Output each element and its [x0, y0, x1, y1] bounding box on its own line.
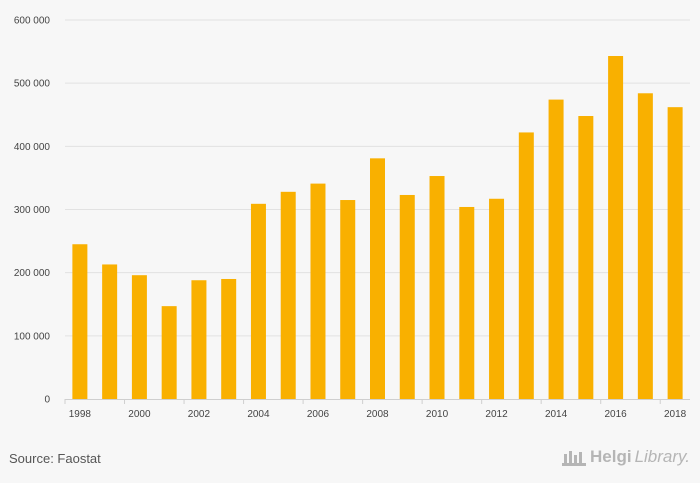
x-tick-label: 2002 — [188, 409, 211, 420]
x-tick-label: 2004 — [247, 409, 270, 420]
bar-2001 — [161, 306, 177, 399]
bar-2016 — [608, 56, 624, 399]
bar-2011 — [459, 206, 475, 399]
bar-2004 — [250, 203, 266, 399]
bar-2006 — [310, 183, 326, 399]
bar-2002 — [191, 280, 207, 399]
y-tick-label: 400 000 — [14, 142, 51, 153]
x-tick-label: 2010 — [426, 409, 449, 420]
y-tick-label: 100 000 — [14, 331, 51, 342]
brand-logo: Helgi Library. — [561, 447, 690, 467]
x-tick-label: 2000 — [128, 409, 151, 420]
bar-2014 — [548, 99, 564, 399]
y-tick-label: 500 000 — [14, 79, 51, 90]
y-tick-label: 200 000 — [14, 268, 51, 279]
bar-2000 — [131, 275, 147, 399]
bar-1998 — [72, 244, 88, 399]
y-tick-label: 0 — [44, 395, 50, 406]
bar-2003 — [221, 278, 237, 399]
x-axis-ticks: 1998 2000 2002 2004 2006 2008 2010 2012 2014 2016… — [64, 399, 687, 420]
bar-2010 — [429, 176, 445, 399]
bar-2005 — [280, 191, 296, 399]
bars — [72, 56, 683, 400]
x-tick-label: 2018 — [664, 409, 687, 420]
bar-2008 — [370, 158, 385, 399]
bar-2017 — [637, 93, 653, 400]
x-tick-label: 2014 — [545, 409, 568, 420]
x-tick-label: 2012 — [485, 409, 508, 420]
brand-suffix: Library. — [634, 447, 690, 466]
y-tick-label: 600 000 — [14, 16, 51, 27]
bar-2009 — [399, 194, 415, 399]
source-note: Source: Faostat — [9, 451, 101, 466]
bar-2012 — [489, 198, 505, 399]
y-axis-tick-labels: 0 100 000 200 000 300 000 400 000 500 000 600 … — [14, 16, 51, 406]
bar-2018 — [667, 107, 683, 400]
bar-chart: 0 100 000 200 000 300 000 400 000 500 000 600 … — [14, 16, 690, 420]
bar-2015 — [578, 116, 594, 399]
bar-1999 — [102, 264, 118, 399]
x-tick-label: 2006 — [307, 409, 330, 420]
library-icon — [562, 451, 586, 466]
x-tick-label: 1998 — [69, 409, 92, 420]
brand-name: Helgi — [590, 447, 632, 466]
bar-2013 — [518, 132, 534, 400]
x-tick-label: 2008 — [366, 409, 389, 420]
x-tick-label: 2016 — [604, 409, 627, 420]
y-tick-label: 300 000 — [14, 205, 51, 216]
bar-2007 — [340, 200, 356, 399]
